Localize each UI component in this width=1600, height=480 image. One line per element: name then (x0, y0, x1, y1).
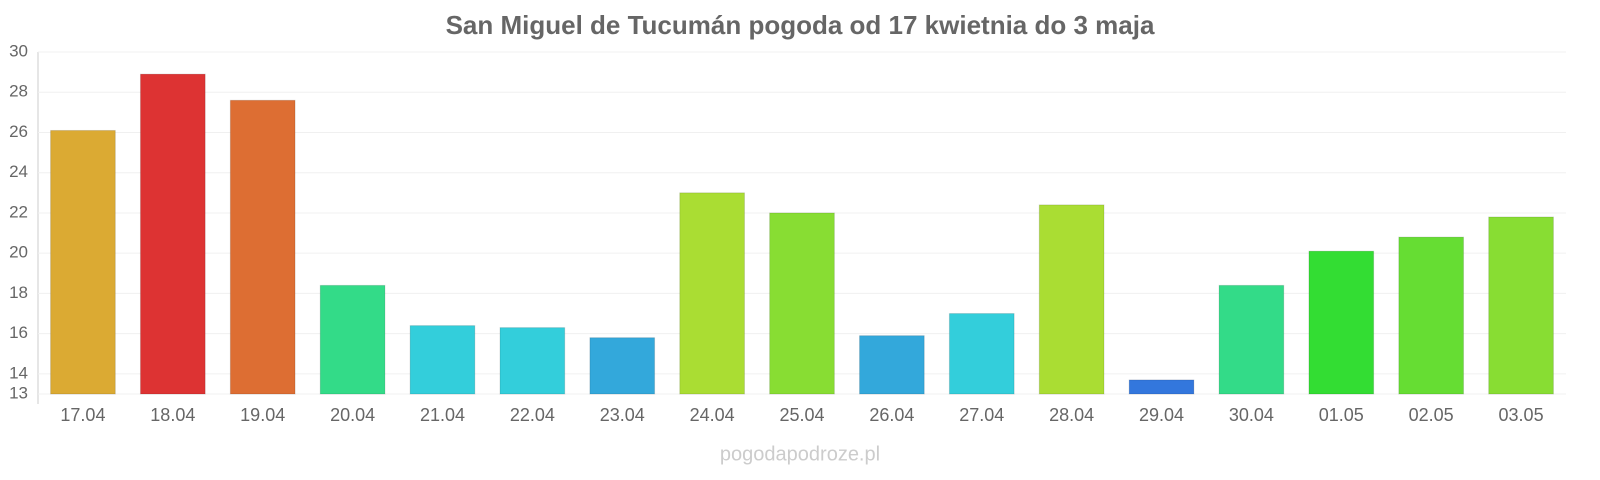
x-tick-label: 02.05 (1409, 405, 1454, 425)
bar (589, 337, 656, 395)
x-tick-label: 20.04 (330, 405, 375, 425)
x-tick-label: 01.05 (1319, 405, 1364, 425)
y-tick-label: 14 (9, 363, 28, 382)
bar (409, 325, 476, 395)
bar (319, 284, 386, 395)
x-tick-label: 30.04 (1229, 405, 1274, 425)
bar (1218, 284, 1285, 395)
x-tick-label: 28.04 (1049, 405, 1094, 425)
y-tick-label: 24 (9, 162, 28, 181)
bar (499, 327, 566, 395)
x-tick-label: 18.04 (150, 405, 195, 425)
bar (948, 313, 1015, 395)
bar (229, 99, 296, 395)
bar (679, 192, 745, 395)
x-tick-label: 29.04 (1139, 405, 1184, 425)
bar (1308, 250, 1375, 395)
bar (1038, 204, 1105, 395)
x-tick-label: 26.04 (869, 405, 914, 425)
y-tick-label: 16 (9, 323, 28, 342)
x-tick-label: 21.04 (420, 405, 465, 425)
x-tick-label: 22.04 (510, 405, 555, 425)
y-tick-label: 18 (9, 283, 28, 302)
x-tick-label: 23.04 (600, 405, 645, 425)
watermark: pogodapodroze.pl (720, 443, 880, 465)
chart-title: San Miguel de Tucumán pogoda od 17 kwiet… (446, 10, 1155, 40)
x-tick-label: 27.04 (959, 405, 1004, 425)
x-tick-label: 24.04 (690, 405, 735, 425)
y-tick-label: 30 (9, 41, 28, 60)
bar (139, 73, 206, 395)
bar (769, 212, 835, 395)
x-tick-label: 25.04 (779, 405, 824, 425)
x-tick-label: 03.05 (1499, 405, 1544, 425)
bar (1398, 236, 1465, 395)
x-tick-label: 17.04 (60, 405, 105, 425)
y-tick-label: 13 (9, 383, 28, 402)
y-tick-label: 22 (9, 202, 28, 221)
x-tick-label: 19.04 (240, 405, 285, 425)
bar (1128, 379, 1195, 395)
bar (50, 129, 116, 395)
bar (859, 335, 925, 395)
bar (1488, 216, 1554, 395)
y-tick-label: 26 (9, 122, 28, 141)
y-tick-label: 28 (9, 82, 28, 101)
y-tick-label: 20 (9, 243, 28, 262)
